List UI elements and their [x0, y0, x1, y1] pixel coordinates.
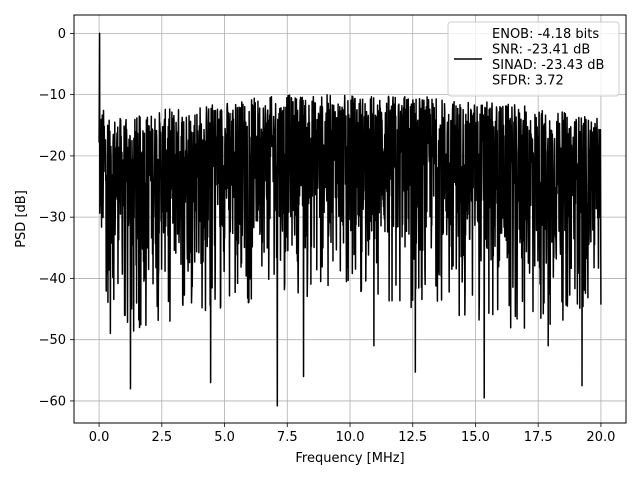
y-tick-label: −10	[39, 88, 66, 103]
psd-series-line	[98, 32, 602, 407]
legend-line-text: SNR: -23.41 dB	[492, 43, 590, 58]
x-tick-label: 0.0	[89, 430, 110, 445]
legend-entry: ENOB: -4.18 bits SNR: -23.41 dB SINAD: -23…	[492, 27, 604, 89]
x-axis-ticks: 0.0 2.5 5.0 7.5 10.0 12.5 15.0 17.5 20.0	[89, 423, 615, 445]
x-tick-label: 10.0	[336, 430, 365, 445]
y-tick-label: −30	[39, 211, 66, 226]
plot-area	[98, 32, 602, 407]
x-tick-label: 2.5	[151, 430, 172, 445]
y-tick-label: −40	[39, 272, 66, 287]
y-tick-label: −20	[39, 149, 66, 164]
x-tick-label: 5.0	[214, 430, 235, 445]
legend-line-text: SINAD: -23.43 dB	[492, 58, 604, 73]
legend-box	[447, 21, 620, 97]
legend-line-text: ENOB: -4.18 bits	[492, 27, 599, 42]
y-axis-label: PSD [dB]	[14, 190, 29, 248]
x-tick-label: 17.5	[524, 430, 553, 445]
x-axis-label: Frequency [MHz]	[295, 451, 404, 466]
y-tick-label: 0	[58, 27, 66, 42]
x-tick-label: 15.0	[461, 430, 490, 445]
x-tick-label: 7.5	[277, 430, 298, 445]
y-tick-label: −50	[39, 333, 66, 348]
y-axis-ticks: 0 −10 −20 −30 −40 −50 −60	[39, 27, 74, 409]
y-tick-label: −60	[39, 394, 66, 409]
x-tick-label: 12.5	[398, 430, 427, 445]
legend-line-text: SFDR: 3.72	[492, 74, 564, 89]
x-tick-label: 20.0	[586, 430, 615, 445]
legend: ENOB: -4.18 bits SNR: -23.41 dB SINAD: -23…	[447, 21, 620, 97]
